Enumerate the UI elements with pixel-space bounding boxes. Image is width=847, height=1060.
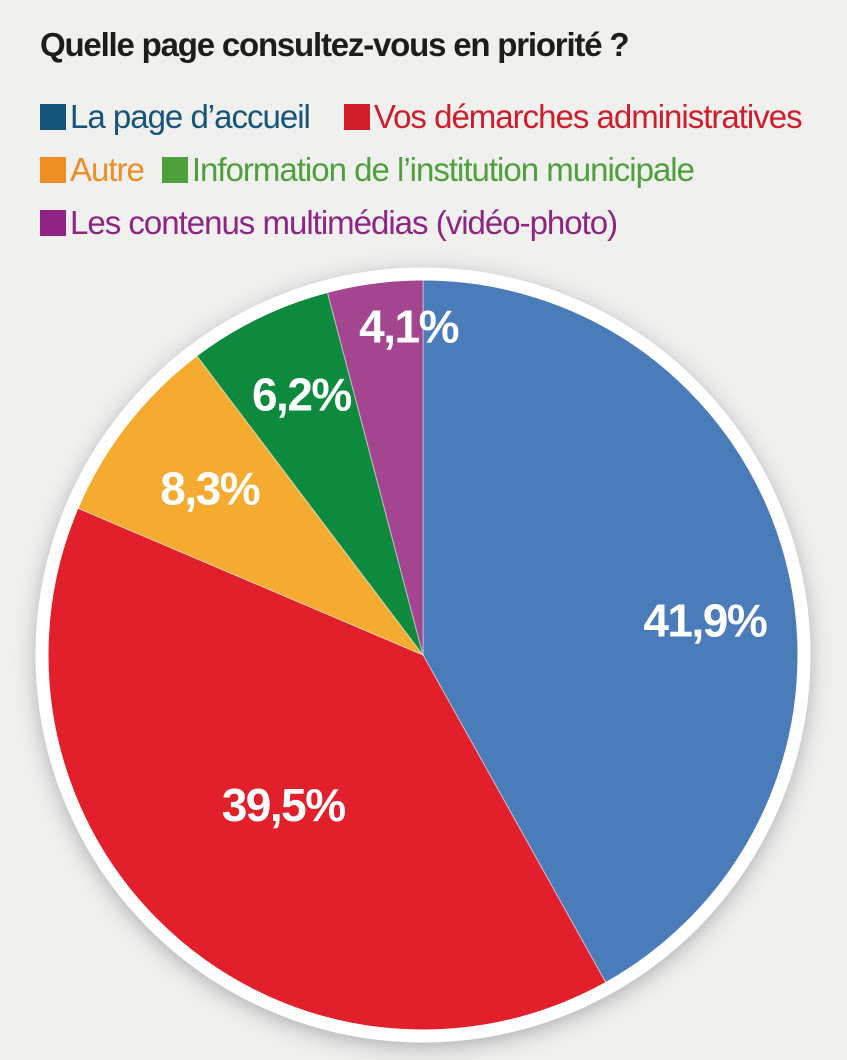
legend-swatch-icon [161,156,188,183]
slice-value-label: 6,2% [252,368,351,420]
legend: La page d’accueil Vos démarches administr… [40,98,803,242]
chart-title: Quelle page consultez-vous en priorité ? [40,26,629,63]
legend-item: Les contenus multimédias (vidéo-photo) [40,203,618,242]
legend-item-label: Information de l’institution municipale [191,150,695,188]
pie-chart: 41,9% 39,5% 8,3% 6,2%4,1% [35,267,811,1043]
legend-item-label: Autre [70,150,145,188]
slice-value-label: 41,9% [643,594,767,646]
pie-ring [35,267,811,1043]
slice-value-label: 8,3% [160,462,259,514]
legend-item-label: Les contenus multimédias (vidéo-photo) [70,203,618,241]
slice-value-label: 39,5% [222,779,346,831]
legend-swatch-icon [40,156,66,183]
legend-item: La page d’accueil [40,98,311,136]
legend-swatch-icon [40,209,66,236]
legend-item-label: Vos démarches administratives [373,98,803,135]
legend-swatch-icon [343,103,370,130]
slice-value-label: 4,1% [359,300,458,352]
legend-item: Autre [40,150,145,189]
legend-swatch-icon [40,103,66,130]
legend-item: Vos démarches administratives [343,98,803,136]
legend-row: Autre Information de l’institution munici… [40,151,802,189]
legend-row: Les contenus multimédias (vidéo-photo) [40,204,802,242]
legend-item-label: La page d’accueil [70,98,311,135]
legend-row: La page d’accueil Vos démarches administr… [40,98,803,136]
legend-item: Information de l’institution municipale [161,150,695,189]
